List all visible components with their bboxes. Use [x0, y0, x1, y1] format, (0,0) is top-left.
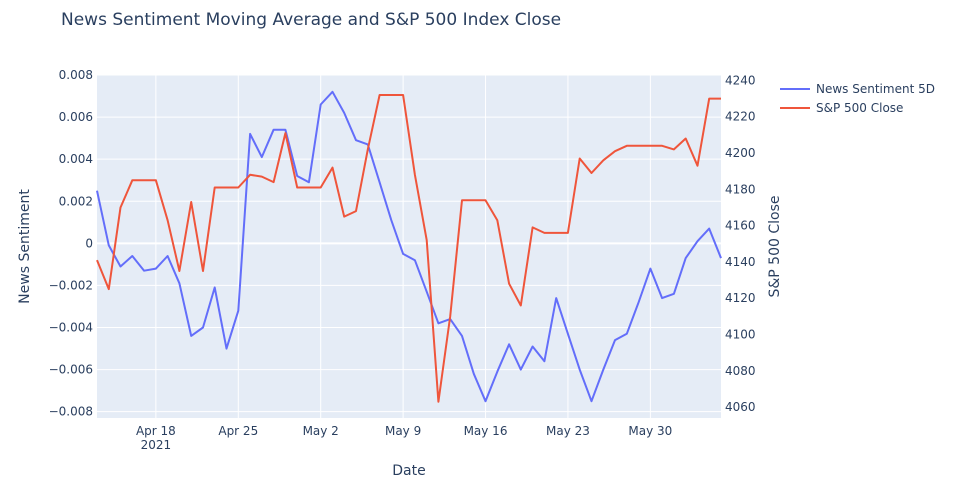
plot-area [97, 75, 721, 418]
left-y-tick-label: 0 [85, 236, 93, 250]
left-y-tick-label: 0.006 [59, 110, 93, 124]
x-tick-label: May 9 [385, 424, 421, 438]
x-tick-label: Apr 18 [136, 424, 176, 438]
left-y-tick-label: −0.008 [49, 405, 93, 419]
right-y-tick-label: 4140 [725, 255, 756, 269]
left-y-tick-label: 0.008 [59, 68, 93, 82]
x-tick-label: May 23 [546, 424, 590, 438]
left-axis-ticks: −0.008 −0.006 −0.004 −0.002 0 0.002 0.004 0.006… [49, 68, 93, 419]
chart-title: News Sentiment Moving Average and S&P 50… [61, 10, 561, 30]
gridlines [97, 74, 721, 418]
right-y-tick-label: 4160 [725, 219, 756, 233]
left-y-tick-label: 0.002 [59, 194, 93, 208]
left-y-tick-label: −0.002 [49, 278, 93, 292]
x-tick-label: Apr 25 [218, 424, 258, 438]
left-y-tick-label: −0.006 [49, 363, 93, 377]
x-axis-title: Date [392, 463, 425, 479]
left-y-tick-label: 0.004 [59, 152, 93, 166]
series-layer [96, 90, 722, 403]
x-tick-label: May 2 [303, 424, 339, 438]
series-line-1 [96, 90, 722, 403]
right-y-tick-label: 4180 [725, 182, 756, 196]
legend[interactable]: News Sentiment 5D S&P 500 Close [780, 82, 935, 115]
right-y-tick-label: 4060 [725, 400, 756, 414]
right-y-tick-label: 4100 [725, 328, 756, 342]
right-y-tick-label: 4220 [725, 110, 756, 124]
left-y-tick-label: −0.004 [49, 321, 93, 335]
legend-label-1: News Sentiment 5D [816, 82, 935, 96]
x-tick-year-label: 2021 [141, 438, 172, 452]
left-y-axis-title: News Sentiment [17, 189, 33, 304]
right-y-tick-label: 4080 [725, 364, 756, 378]
right-axis-ticks: 4060 4080 4100 4120 4140 4160 4180 4200 4220 4240 [725, 73, 756, 414]
legend-label-2: S&P 500 Close [816, 101, 903, 115]
right-y-tick-label: 4200 [725, 146, 756, 160]
series-line-2 [96, 94, 721, 403]
right-y-tick-label: 4120 [725, 291, 756, 305]
x-tick-label: May 30 [628, 424, 672, 438]
right-y-axis-title: S&P 500 Close [767, 195, 783, 297]
x-tick-label: May 16 [464, 424, 508, 438]
right-y-tick-label: 4240 [725, 73, 756, 87]
